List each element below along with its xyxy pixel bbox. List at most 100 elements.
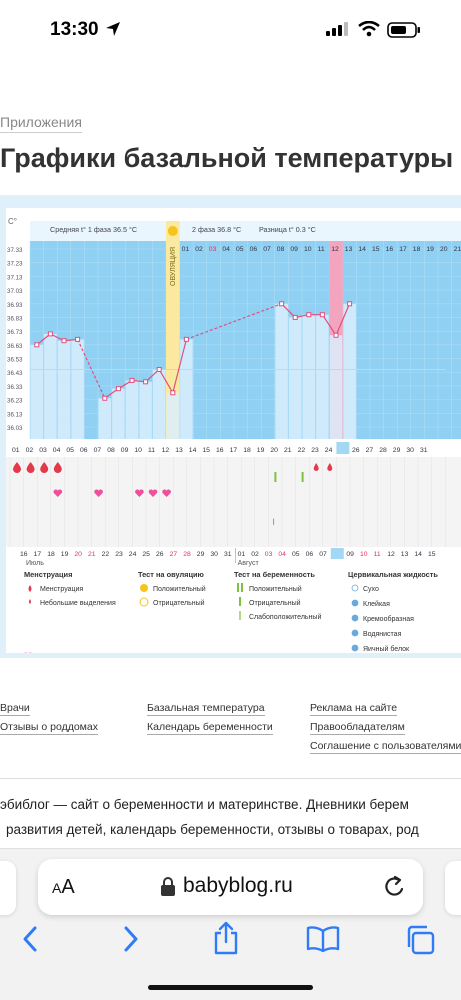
events-area xyxy=(6,457,461,547)
footer-link-doctors[interactable]: Врачи xyxy=(0,702,30,716)
cycle-day-label: 24 xyxy=(325,447,333,454)
footer-link-maternity-reviews[interactable]: Отзывы о роддомах xyxy=(0,721,98,735)
legend-cervical-creamy-icon xyxy=(351,614,359,622)
tabs-icon[interactable] xyxy=(404,925,436,955)
y-tick-label: 36.93 xyxy=(7,302,23,309)
legend-negative-icon xyxy=(139,597,149,607)
about-text-line-1: эбиблог — сайт о беременности и материнс… xyxy=(0,797,409,812)
footer-link-advertising[interactable]: Реклама на сайте xyxy=(310,702,398,716)
today-date-marker xyxy=(330,548,344,559)
top-day-label: 02 xyxy=(195,246,203,253)
address-bar[interactable]: AA babyblog.ru xyxy=(38,859,423,915)
footer-link-pregnancy-calendar[interactable]: Календарь беременности xyxy=(147,721,273,735)
legend-ovulation-positive: Положительный xyxy=(153,585,206,593)
temperature-point xyxy=(183,336,189,342)
forward-icon[interactable] xyxy=(119,925,141,953)
next-tab-preview[interactable] xyxy=(445,861,461,915)
today-marker xyxy=(336,442,350,454)
month-july-label: Июль xyxy=(26,560,44,567)
legend-preg-positive-icon-2 xyxy=(241,583,243,592)
top-day-label: 05 xyxy=(236,246,244,253)
cycle-day-label: 30 xyxy=(406,447,414,454)
month-august-label: Август xyxy=(238,560,260,567)
temperature-bar xyxy=(275,303,288,439)
previous-tab-preview[interactable] xyxy=(0,861,16,915)
temperature-line xyxy=(335,303,351,336)
legend-menstruation-icon xyxy=(28,585,32,592)
page-title: Графики базальной температуры xyxy=(0,143,454,173)
temperature-bar xyxy=(180,339,193,439)
legend-positive-icon xyxy=(140,584,148,592)
status-time: 13:30 xyxy=(50,19,99,40)
temperature-point xyxy=(156,366,162,372)
intercourse-heart-icon xyxy=(162,489,171,497)
date-label: 12 xyxy=(387,551,395,558)
legend-pregnancy-test-title: Тест на беременность xyxy=(234,570,315,579)
phase2-label: 2 фаза 36.8 °С xyxy=(192,225,241,234)
top-day-label: 04 xyxy=(222,246,230,253)
date-label: 07 xyxy=(319,551,327,558)
temperature-bar xyxy=(288,317,302,439)
date-label: 03 xyxy=(265,551,273,558)
y-unit-label: С° xyxy=(8,217,17,226)
cycle-day-label: 07 xyxy=(94,447,102,454)
cycle-day-label: 08 xyxy=(107,447,115,454)
legend-cervical-dry: Сухо xyxy=(363,586,379,593)
date-label: 27 xyxy=(170,551,178,558)
legend-menstruation: Менструация xyxy=(40,586,83,593)
footer-link-basal-temperature[interactable]: Базальная температура xyxy=(147,702,265,716)
top-day-label: 13 xyxy=(345,246,353,253)
cycle-day-label: 14 xyxy=(189,447,197,454)
cycle-day-label: 28 xyxy=(379,447,387,454)
date-label: 18 xyxy=(47,551,55,558)
date-label: 19 xyxy=(61,551,69,558)
cycle-day-label: 31 xyxy=(420,447,428,454)
temperature-point xyxy=(75,336,81,342)
footer-divider xyxy=(0,778,461,779)
date-label: 15 xyxy=(428,551,436,558)
cycle-day-label: 12 xyxy=(162,447,170,454)
y-tick-label: 36.43 xyxy=(7,370,23,377)
temperature-point xyxy=(61,338,67,344)
temperature-bar xyxy=(57,340,71,439)
y-tick-label: 37.33 xyxy=(7,247,23,254)
temperature-point xyxy=(102,395,108,401)
date-label: 11 xyxy=(374,551,381,558)
date-label: 24 xyxy=(129,551,137,558)
temperature-bar xyxy=(71,339,84,439)
breadcrumb[interactable]: Приложения xyxy=(0,114,82,133)
y-tick-label: 36.53 xyxy=(7,357,23,364)
bookmarks-icon[interactable] xyxy=(306,925,340,953)
bbt-chart-svg: С° Средняя t° 1 фаза 36.5 °С 2 фаза 36.8 °… xyxy=(6,208,461,653)
legend-cervical-sticky-icon xyxy=(351,599,359,607)
intercourse-heart-icon xyxy=(135,489,144,497)
cycle-day-label: 06 xyxy=(80,447,88,454)
date-label: 02 xyxy=(251,551,259,558)
footer-link-rightholders[interactable]: Правообладателям xyxy=(310,721,405,735)
top-day-label: 16 xyxy=(386,246,394,253)
temperature-line xyxy=(158,369,174,394)
temperature-bar xyxy=(44,333,57,439)
reader-settings-button[interactable]: AA xyxy=(52,876,75,898)
top-day-label: 14 xyxy=(358,246,366,253)
temperature-bar xyxy=(329,335,343,439)
temperature-point xyxy=(129,377,135,383)
intercourse-heart-icon xyxy=(148,489,158,497)
date-label: 22 xyxy=(102,551,110,558)
footer-link-user-agreement[interactable]: Соглашение с пользователями xyxy=(310,740,461,754)
ovulation-label: ОВУЛЯЦИЯ xyxy=(170,247,177,286)
temperature-point xyxy=(292,314,298,320)
temperature-line xyxy=(186,303,282,340)
reload-icon[interactable] xyxy=(384,875,406,899)
legend-ovulation-test-title: Тест на овуляцию xyxy=(138,570,205,579)
cycle-day-label: 04 xyxy=(53,447,61,454)
top-day-label: 20 xyxy=(440,246,448,253)
cellular-signal-icon xyxy=(326,22,348,36)
temperature-bar xyxy=(316,314,329,439)
temperature-diff-label: Разница t° 0.3 °С xyxy=(259,225,316,234)
cycle-day-label: 20 xyxy=(270,447,278,454)
share-icon[interactable] xyxy=(212,921,240,955)
cycle-day-label: 17 xyxy=(230,447,238,454)
date-row xyxy=(6,547,461,559)
back-icon[interactable] xyxy=(20,925,42,953)
